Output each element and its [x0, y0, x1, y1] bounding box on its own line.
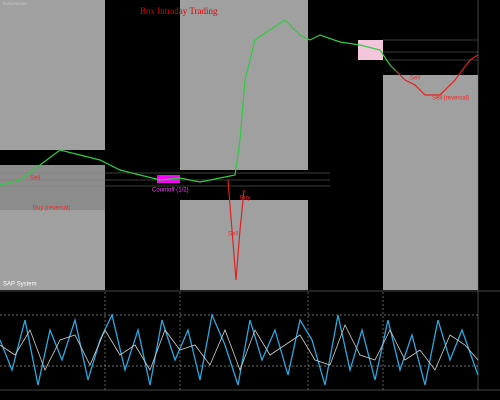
session-box	[0, 210, 105, 290]
session-dividers	[104, 292, 384, 390]
range-box	[358, 40, 383, 60]
signal-label: Sell	[410, 76, 420, 82]
signal-label: Sell	[228, 232, 238, 238]
price-path	[394, 54, 479, 96]
header-symbol: EURUSD,M5	[3, 1, 27, 6]
price-path	[227, 179, 245, 281]
session-box	[383, 75, 478, 290]
indicator-levels	[0, 314, 478, 367]
session-box	[0, 0, 105, 150]
signal-label: Sell (reversal)	[432, 96, 469, 102]
indicator-line	[0, 324, 479, 372]
signal-label: Countoff (1/2)	[152, 188, 189, 194]
indicator-name: SAP System	[3, 282, 37, 288]
indicator-line	[0, 312, 479, 386]
chart-title: Box Intraday Trading	[140, 6, 218, 16]
range-box	[0, 165, 105, 210]
signal-label: Sell	[30, 176, 40, 182]
session-box	[180, 200, 308, 290]
signal-label: Buy (reversal)	[33, 206, 70, 212]
price-path	[0, 19, 401, 186]
signal-label: Buy	[240, 196, 250, 202]
